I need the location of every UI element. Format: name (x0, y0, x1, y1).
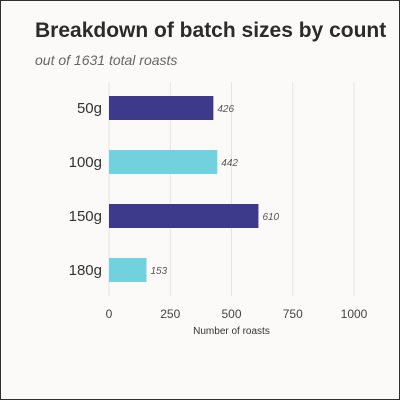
bars (109, 96, 259, 282)
value-label: 442 (221, 158, 238, 169)
x-tick-label: 250 (160, 307, 180, 321)
x-tick-label: 0 (106, 307, 113, 321)
bar (109, 150, 218, 174)
value-label: 610 (262, 212, 279, 223)
category-label: 180g (69, 262, 102, 279)
chart-subtitle: out of 1631 total roasts (35, 52, 178, 68)
bar (109, 96, 214, 120)
bar (109, 204, 259, 228)
x-tick-label: 750 (283, 307, 303, 321)
bar (109, 258, 147, 282)
value-label: 426 (217, 104, 234, 115)
category-label: 100g (69, 154, 102, 171)
x-axis-title: Number of roasts (193, 326, 270, 337)
x-tick-labels: 0 250 500 750 1000 (106, 307, 368, 321)
category-label: 50g (77, 100, 102, 117)
chart-title: Breakdown of batch sizes by count (35, 19, 387, 42)
value-label: 153 (150, 266, 167, 277)
value-labels: 426 442 610 153 (150, 104, 279, 277)
x-tick-label: 500 (221, 307, 241, 321)
category-labels: 50g 100g 150g 180g (69, 100, 102, 279)
category-label: 150g (69, 208, 102, 225)
x-tick-label: 1000 (341, 307, 368, 321)
